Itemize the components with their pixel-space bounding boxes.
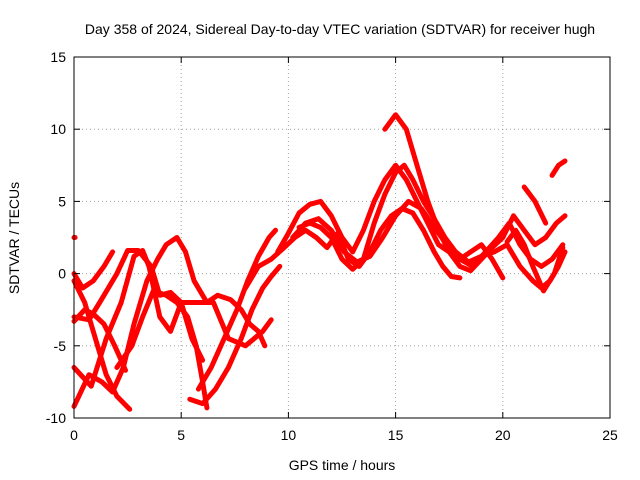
- series-layer: [71, 112, 568, 412]
- y-axis-label: SDTVAR / TECUs: [6, 182, 22, 294]
- series-arc-7: [114, 288, 210, 411]
- tick-layer: 0 5 10 15 20 25 -10 -5 0 5 10 15: [46, 49, 618, 443]
- series-arc-18: [549, 158, 568, 178]
- x-tick-label: 20: [495, 427, 511, 443]
- x-tick-label: 10: [281, 427, 297, 443]
- x-tick-label: 15: [388, 427, 404, 443]
- y-tick-label: 10: [50, 121, 66, 137]
- chart-title: Day 358 of 2024, Sidereal Day-to-day VTE…: [85, 21, 595, 37]
- series-arc-5: [71, 249, 116, 291]
- series-arc-15: [457, 242, 506, 281]
- y-tick-label: 15: [50, 49, 66, 65]
- x-tick-label: 25: [602, 427, 618, 443]
- x-tick-label: 0: [70, 427, 78, 443]
- y-tick-label: -5: [54, 338, 67, 354]
- series-arc-11: [275, 162, 463, 259]
- series-arc-4: [71, 235, 268, 409]
- series-arc-9: [195, 227, 278, 392]
- y-tick-label: -10: [46, 410, 66, 426]
- plot-frame: [73, 56, 611, 419]
- series-arc-17: [521, 184, 549, 226]
- series-arc-14: [382, 112, 568, 274]
- series-arc-8: [187, 263, 283, 407]
- x-axis-label: GPS time / hours: [289, 457, 396, 473]
- x-tick-label: 5: [177, 427, 185, 443]
- y-tick-label: 5: [58, 193, 66, 209]
- series-arc-16: [504, 227, 566, 294]
- y-tick-label: 0: [58, 266, 66, 282]
